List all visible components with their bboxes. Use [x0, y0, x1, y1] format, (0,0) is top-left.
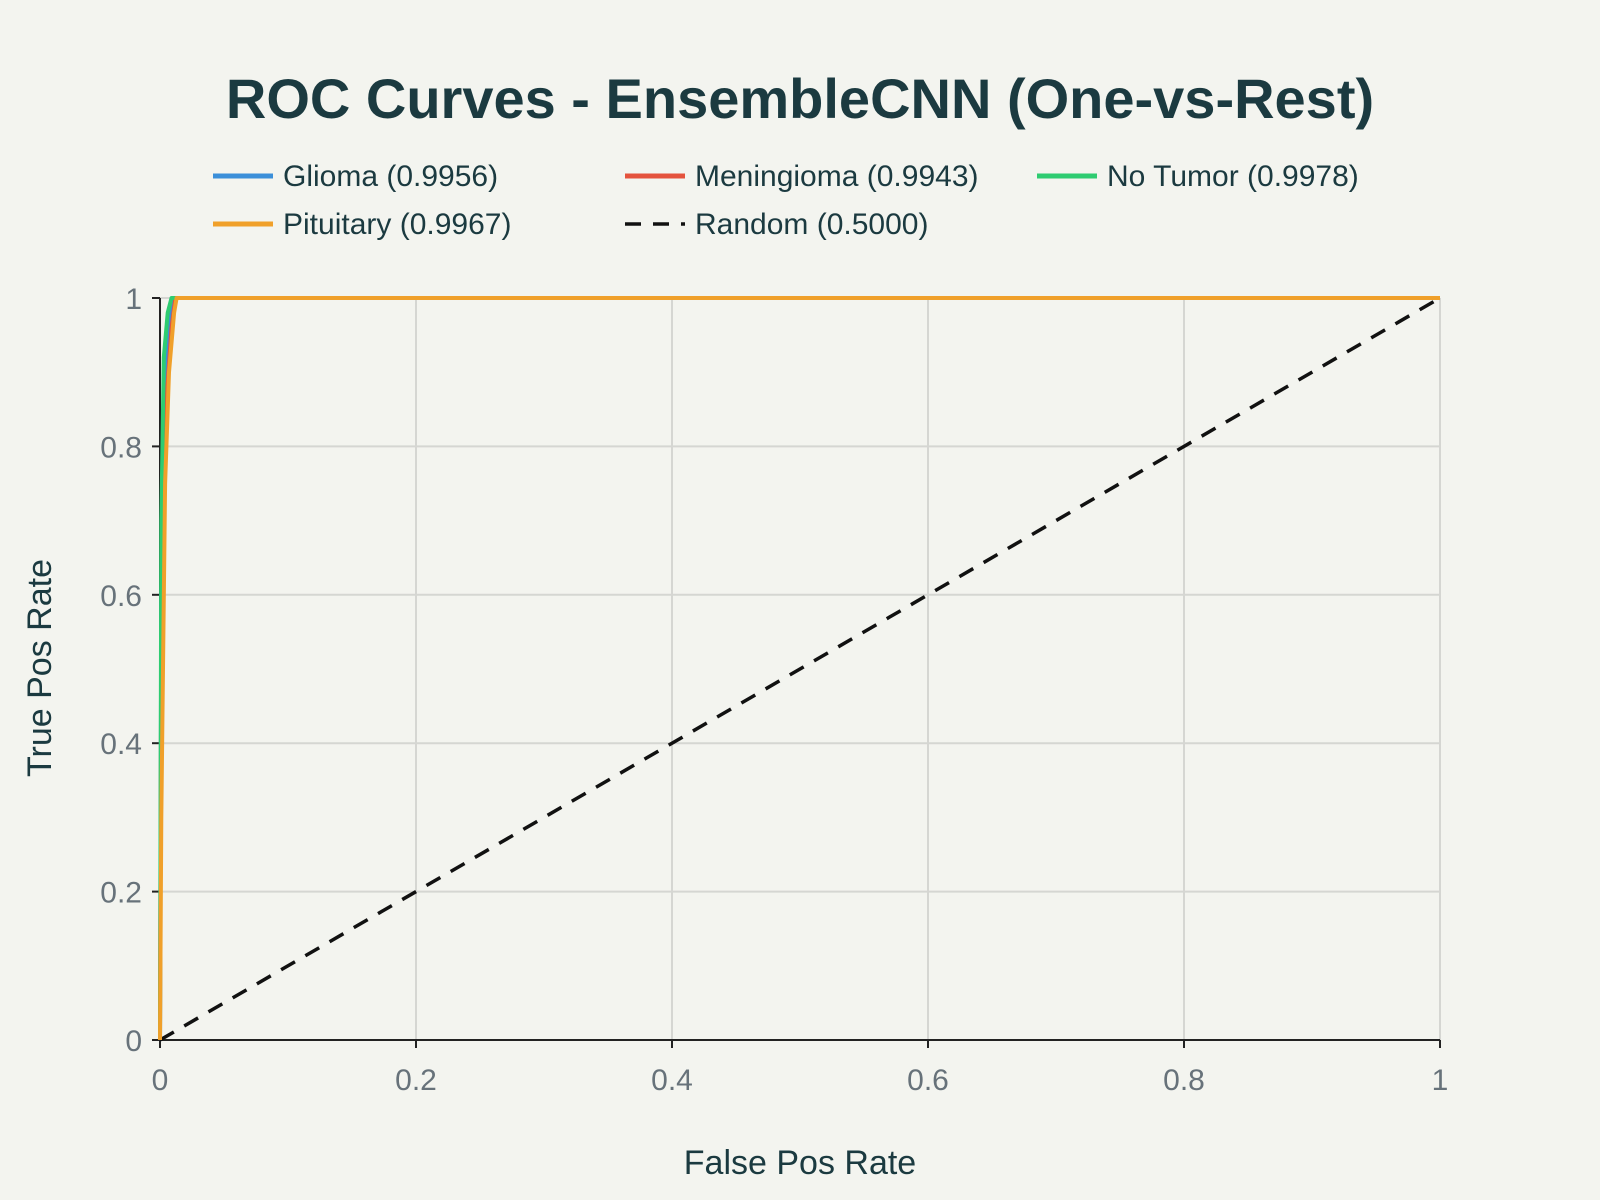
legend: Glioma (0.9956) Meningioma (0.9943) No Tum…: [213, 160, 1359, 241]
y-tick-label: 0.6: [100, 580, 142, 613]
x-tick-label: 1: [1432, 1064, 1449, 1097]
y-tick-label: 0: [125, 1025, 142, 1058]
y-tick-label: 0.2: [100, 877, 142, 910]
legend-item[interactable]: Pituitary (0.9967): [213, 208, 511, 241]
legend-item[interactable]: Meningioma (0.9943): [625, 160, 979, 193]
legend-item[interactable]: Random (0.5000): [625, 208, 928, 241]
y-axis-ticks: 0 0.2 0.4 0.6 0.8 1: [100, 283, 142, 1058]
x-axis-ticks: 0 0.2 0.4 0.6 0.8 1: [152, 1064, 1449, 1097]
legend-item[interactable]: No Tumor (0.9978): [1037, 160, 1359, 193]
legend-label: Glioma (0.9956): [283, 160, 498, 193]
x-tick-label: 0.2: [395, 1064, 437, 1097]
legend-label: Random (0.5000): [695, 208, 928, 241]
x-axis-title: False Pos Rate: [684, 1144, 916, 1182]
x-tick-label: 0.8: [1163, 1064, 1205, 1097]
legend-label: No Tumor (0.9978): [1107, 160, 1359, 193]
chart-title: ROC Curves - EnsembleCNN (One-vs-Rest): [226, 67, 1374, 130]
series-line-4: [159, 296, 1441, 1042]
y-tick-label: 1: [125, 283, 142, 316]
legend-item[interactable]: Glioma (0.9956): [213, 160, 498, 193]
y-tick-label: 0.4: [100, 728, 142, 761]
y-axis-title: True Pos Rate: [21, 559, 59, 777]
x-tick-label: 0.6: [907, 1064, 949, 1097]
x-tick-label: 0: [152, 1064, 169, 1097]
series-line-3: [158, 296, 1440, 1041]
legend-label: Pituitary (0.9967): [283, 208, 511, 241]
y-tick-label: 0.8: [100, 431, 142, 464]
x-tick-label: 0.4: [651, 1064, 693, 1097]
series-layer: [158, 296, 1441, 1042]
legend-label: Meningioma (0.9943): [695, 160, 979, 193]
